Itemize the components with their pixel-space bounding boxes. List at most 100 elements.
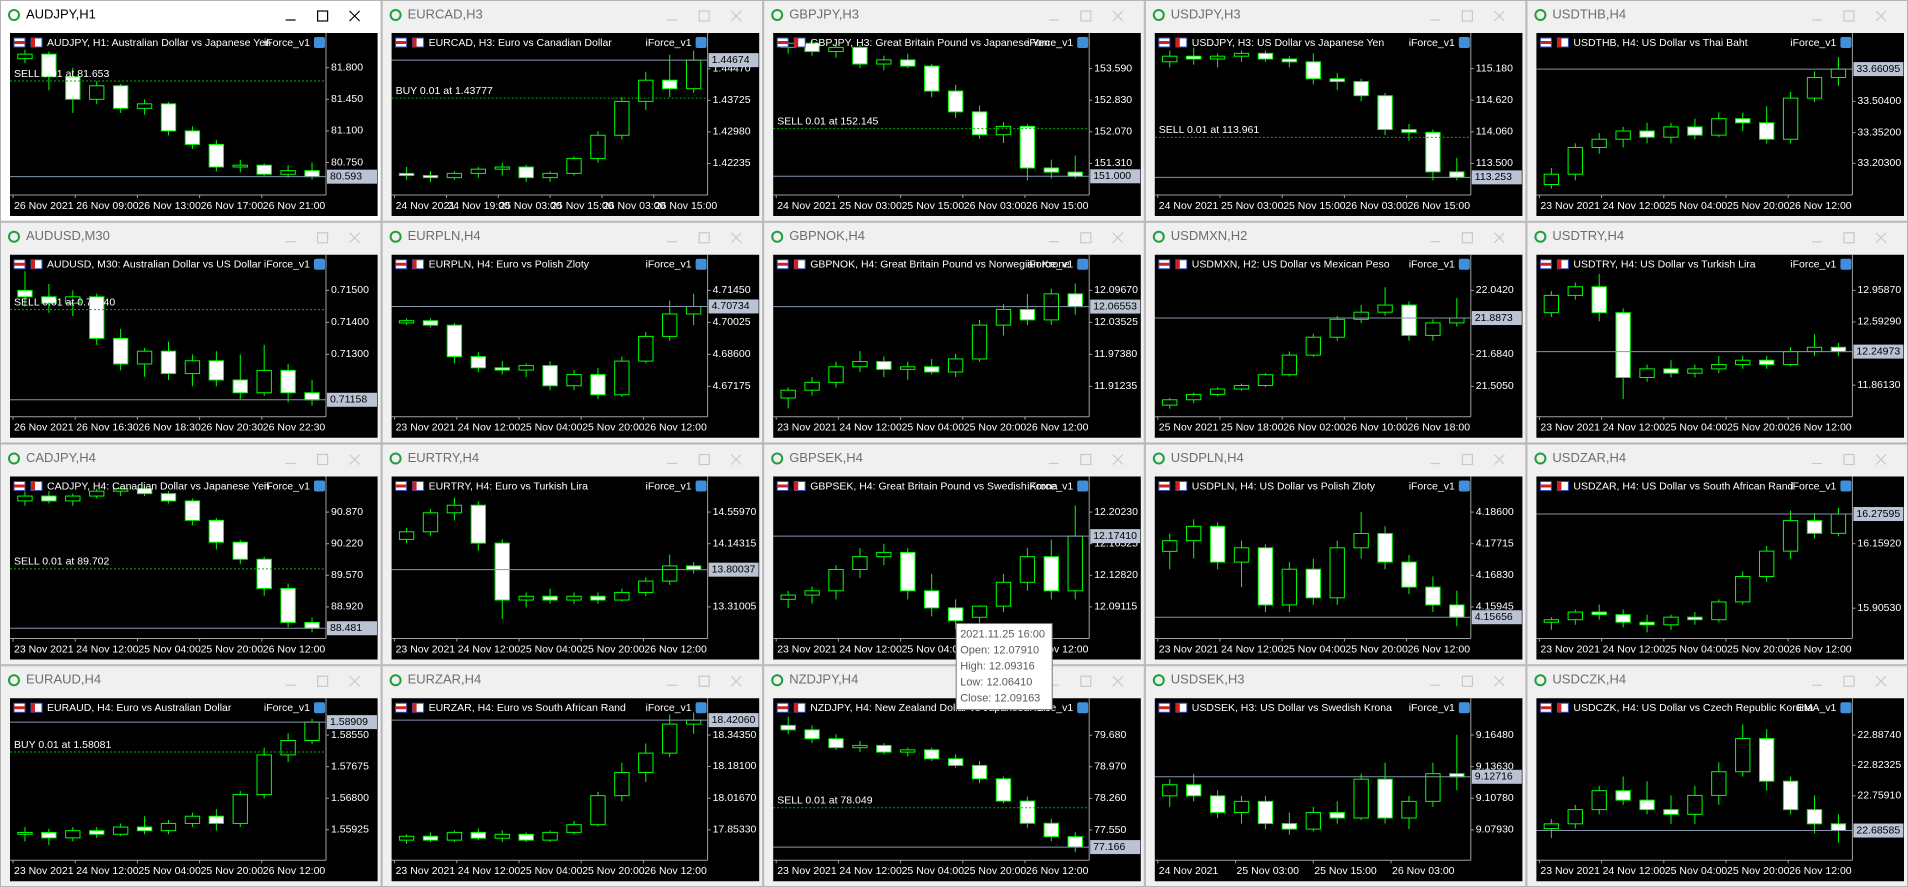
candle-body <box>446 504 463 514</box>
close-button[interactable] <box>1493 232 1505 244</box>
window-title[interactable]: GBPJPY,H3 <box>789 6 859 21</box>
chart-area <box>10 698 378 882</box>
y-tick-label: 33.20300 <box>1857 157 1901 169</box>
close-button[interactable] <box>349 675 361 687</box>
close-button[interactable] <box>1493 454 1505 465</box>
flag-stripe <box>395 41 407 44</box>
close-button[interactable] <box>1875 10 1887 22</box>
maximize-button[interactable] <box>1843 10 1855 22</box>
close-button[interactable] <box>1875 454 1887 465</box>
flag-stripe <box>1540 41 1552 44</box>
maximize-button[interactable] <box>698 232 710 244</box>
chart-header: USDSEK, H3: US Dollar vs Swedish Krona <box>1192 702 1392 714</box>
close-button[interactable] <box>1875 675 1887 687</box>
y-tick-label: 79.680 <box>1094 729 1126 741</box>
window-title[interactable]: USDMXN,H2 <box>1171 228 1248 243</box>
maximize-button[interactable] <box>1461 232 1474 244</box>
close-button[interactable] <box>730 10 742 22</box>
maximize-button[interactable] <box>1843 232 1855 244</box>
chart-area <box>1154 33 1523 216</box>
close-button[interactable] <box>1112 675 1124 687</box>
window-title[interactable]: EURCAD,H3 <box>408 6 483 21</box>
window-title[interactable]: AUDUSD,M30 <box>26 228 110 243</box>
candle-body <box>876 59 892 65</box>
close-button[interactable] <box>349 454 361 465</box>
candle-body <box>590 795 606 826</box>
maximize-button[interactable] <box>698 675 710 687</box>
candle-body <box>638 335 654 362</box>
close-button[interactable] <box>349 232 361 244</box>
window-title[interactable]: CADJPY,H4 <box>26 450 96 465</box>
candle-body <box>184 815 201 824</box>
close-button[interactable] <box>730 675 742 687</box>
window-title[interactable]: EURZAR,H4 <box>408 672 482 687</box>
window-title[interactable]: USDJPY,H3 <box>1171 6 1241 21</box>
candle-body <box>1663 809 1679 815</box>
window-icon <box>1534 452 1547 465</box>
order-label: BUY 0.01 at 1.43777 <box>396 85 493 97</box>
candle-body <box>1687 368 1703 374</box>
candle-body <box>1186 393 1202 401</box>
candle-body <box>804 590 820 596</box>
candle-body <box>112 488 129 492</box>
window-title[interactable]: EURAUD,H4 <box>26 672 101 687</box>
chart-area <box>1536 476 1904 660</box>
candle-body <box>1067 171 1083 177</box>
x-tick-label: 24 Nov 2021 <box>396 200 456 212</box>
candle-body <box>662 723 678 754</box>
close-button[interactable] <box>1112 232 1124 244</box>
x-tick-label: 26 Nov 13:00 <box>138 200 201 212</box>
close-button[interactable] <box>730 232 742 244</box>
price-box <box>1090 299 1141 314</box>
candle-body <box>1019 556 1036 583</box>
x-tick-label: 26 Nov 12:00 <box>644 422 707 434</box>
window-title[interactable]: USDTRY,H4 <box>1552 228 1624 243</box>
window-title[interactable]: GBPNOK,H4 <box>789 228 865 243</box>
window-title[interactable]: USDCZK,H4 <box>1552 672 1626 687</box>
y-tick-label: 21.6840 <box>1476 348 1514 360</box>
maximize-button[interactable] <box>1080 675 1092 687</box>
maximize-button[interactable] <box>1461 675 1474 687</box>
window-title[interactable]: NZDJPY,H4 <box>789 672 858 687</box>
maximize-button[interactable] <box>698 10 710 22</box>
maximize-button[interactable] <box>1843 675 1855 687</box>
window-title[interactable]: USDPLN,H4 <box>1171 450 1244 465</box>
close-button[interactable] <box>1875 232 1887 244</box>
close-button[interactable] <box>1493 675 1505 687</box>
indicator-icon <box>314 702 325 714</box>
x-tick-label: 25 Nov 04:00 <box>1283 643 1346 655</box>
window-title[interactable]: USDZAR,H4 <box>1552 450 1626 465</box>
window-title[interactable]: USDTHB,H4 <box>1552 6 1626 21</box>
maximize-button[interactable] <box>1843 453 1855 466</box>
window-title[interactable]: AUDJPY,H1 <box>26 6 96 21</box>
maximize-button[interactable] <box>1080 10 1092 22</box>
candle-body <box>995 308 1012 326</box>
tooltip <box>955 623 1053 710</box>
x-tick-label: 26 Nov 20:30 <box>201 422 264 434</box>
close-button[interactable] <box>1112 454 1124 465</box>
window-icon <box>8 674 20 687</box>
window-title[interactable]: EURTRY,H4 <box>408 450 480 465</box>
close-button[interactable] <box>1112 10 1124 22</box>
maximize-button[interactable] <box>317 232 329 244</box>
maximize-button[interactable] <box>317 10 329 22</box>
window-icon <box>1152 674 1165 687</box>
close-button[interactable] <box>1493 10 1505 22</box>
close-button[interactable] <box>730 454 742 465</box>
price-label: 22.68585 <box>1856 824 1900 836</box>
x-tick-label: 25 Nov 04:00 <box>520 422 583 434</box>
maximize-button[interactable] <box>1461 453 1474 466</box>
maximize-button[interactable] <box>317 675 329 687</box>
window-title[interactable]: USDSEK,H3 <box>1171 672 1245 687</box>
close-button[interactable] <box>349 10 361 22</box>
x-tick-label: 26 Nov 15:00 <box>1408 200 1471 212</box>
candle-body <box>1257 800 1274 825</box>
maximize-button[interactable] <box>698 453 710 466</box>
maximize-button[interactable] <box>1080 232 1092 244</box>
maximize-button[interactable] <box>317 453 329 466</box>
maximize-button[interactable] <box>1080 453 1092 466</box>
window-title[interactable]: EURPLN,H4 <box>408 228 481 243</box>
chart-area <box>391 476 760 660</box>
maximize-button[interactable] <box>1461 10 1474 22</box>
window-title[interactable]: GBPSEK,H4 <box>789 450 863 465</box>
